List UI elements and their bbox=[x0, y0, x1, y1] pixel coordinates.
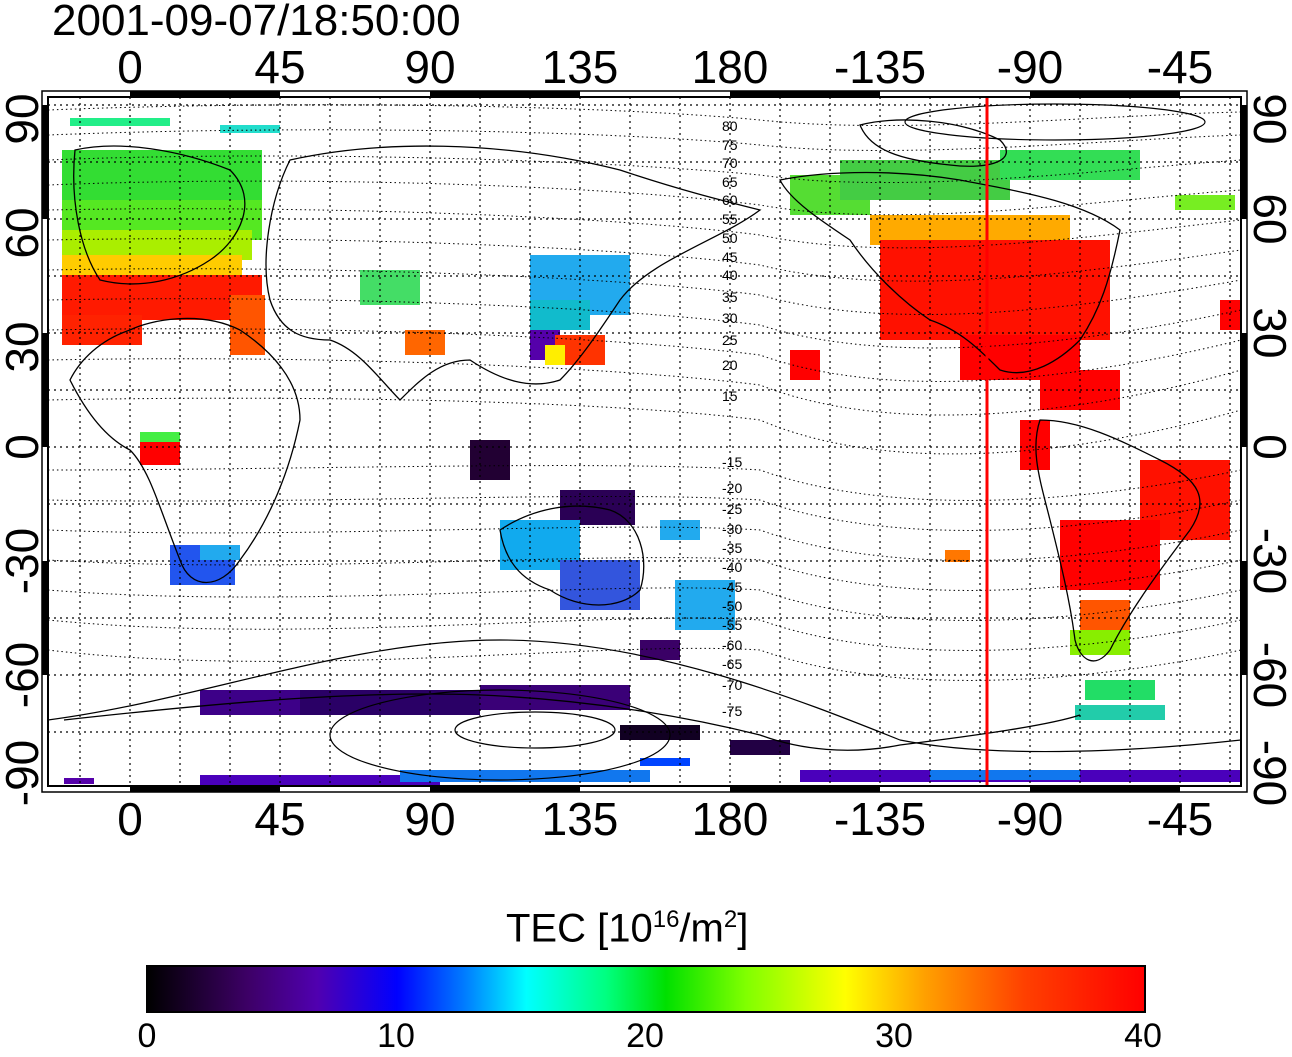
page-title: 2001-09-07/18:50:00 bbox=[52, 0, 461, 45]
lon-tick-top: -135 bbox=[833, 41, 927, 93]
contour-label: -45 bbox=[722, 579, 742, 595]
contour-label: 60 bbox=[722, 192, 738, 208]
map-frame bbox=[41, 90, 1248, 793]
lat-tick-right: 60 bbox=[1244, 193, 1292, 245]
lon-tick-bottom: 135 bbox=[541, 793, 619, 845]
lon-tick-bottom: -90 bbox=[996, 793, 1064, 845]
tec-data-americas bbox=[790, 150, 1240, 720]
lat-tick-right: 90 bbox=[1244, 93, 1292, 145]
lat-tick-right: -60 bbox=[1244, 641, 1292, 709]
contour-label: -60 bbox=[722, 637, 742, 653]
tec-data-antarctic bbox=[64, 685, 1240, 785]
tec-data-asia bbox=[360, 255, 735, 660]
contour-labels-south: -15 -20 -25 -30 -35 -40 -45 -50 -55 -60 … bbox=[722, 454, 742, 719]
contour-label: 40 bbox=[722, 267, 738, 283]
lon-tick-bottom: 0 bbox=[117, 793, 143, 845]
contour-label: 75 bbox=[722, 137, 738, 153]
lat-tick-left: -30 bbox=[0, 527, 48, 595]
lat-tick-left: -90 bbox=[0, 739, 48, 807]
lon-tick-bottom: -45 bbox=[1146, 793, 1214, 845]
lat-tick-right: -90 bbox=[1244, 739, 1292, 807]
lon-tick-top: -90 bbox=[996, 41, 1064, 93]
tec-data-europe bbox=[62, 118, 280, 585]
contour-label: -25 bbox=[722, 501, 742, 517]
lon-tick-bottom: -135 bbox=[833, 793, 927, 845]
contour-label: 65 bbox=[722, 174, 738, 190]
contour-label: 45 bbox=[722, 249, 738, 265]
lat-tick-right: 0 bbox=[1244, 434, 1292, 460]
contour-label: 50 bbox=[722, 230, 738, 246]
contour-labels-north: 80 75 70 65 60 55 50 45 40 35 30 25 20 1… bbox=[722, 118, 738, 404]
contour-label: -75 bbox=[722, 703, 742, 719]
lat-tick-left: 0 bbox=[0, 434, 48, 460]
magnetic-contours bbox=[48, 104, 1241, 681]
contour-label: 30 bbox=[722, 310, 738, 326]
lon-tick-bottom: 90 bbox=[404, 793, 456, 845]
contour-label: -50 bbox=[722, 598, 742, 614]
lat-tick-left: 30 bbox=[0, 321, 48, 373]
lon-grid bbox=[79, 97, 1231, 786]
colorbar-tick: 40 bbox=[1124, 1017, 1162, 1055]
lat-tick-right: 30 bbox=[1244, 307, 1292, 359]
contour-label: 80 bbox=[722, 118, 738, 134]
colorbar-tick: 10 bbox=[377, 1017, 415, 1055]
lon-tick-top: 45 bbox=[254, 41, 306, 93]
lon-tick-top: 180 bbox=[691, 41, 769, 93]
contour-label: 55 bbox=[722, 211, 738, 227]
contour-label: -20 bbox=[722, 480, 742, 496]
contour-label: 20 bbox=[722, 357, 738, 373]
colorbar bbox=[146, 965, 1146, 1013]
contour-label: 70 bbox=[722, 155, 738, 171]
lon-tick-top: -45 bbox=[1146, 41, 1214, 93]
contour-label: -15 bbox=[722, 454, 742, 470]
contour-label: -40 bbox=[722, 559, 742, 575]
contour-label: 25 bbox=[722, 332, 738, 348]
lon-tick-top: 0 bbox=[117, 41, 143, 93]
colorbar-tick: 20 bbox=[626, 1017, 664, 1055]
magnetic-contours-solid bbox=[48, 103, 1241, 781]
contour-label: -65 bbox=[722, 656, 742, 672]
coastlines bbox=[63, 119, 1201, 751]
lat-tick-left: -60 bbox=[0, 641, 48, 709]
contour-label: -55 bbox=[722, 617, 742, 633]
colorbar-tick: 0 bbox=[137, 1017, 157, 1055]
lat-tick-left: 90 bbox=[0, 93, 48, 145]
contour-label: -70 bbox=[722, 677, 742, 693]
contour-label: 35 bbox=[722, 289, 738, 305]
lon-tick-top: 135 bbox=[541, 41, 619, 93]
lat-tick-left: 60 bbox=[0, 207, 48, 259]
lon-tick-bottom: 45 bbox=[254, 793, 306, 845]
colorbar-title: TEC [1016/m2] bbox=[506, 906, 749, 951]
contour-label: 15 bbox=[722, 388, 738, 404]
lon-tick-top: 90 bbox=[404, 41, 456, 93]
contour-label: -35 bbox=[722, 540, 742, 556]
colorbar-tick: 30 bbox=[875, 1017, 913, 1055]
lon-tick-bottom: 180 bbox=[691, 793, 769, 845]
lat-tick-right: -30 bbox=[1244, 527, 1292, 595]
contour-label: -30 bbox=[722, 521, 742, 537]
